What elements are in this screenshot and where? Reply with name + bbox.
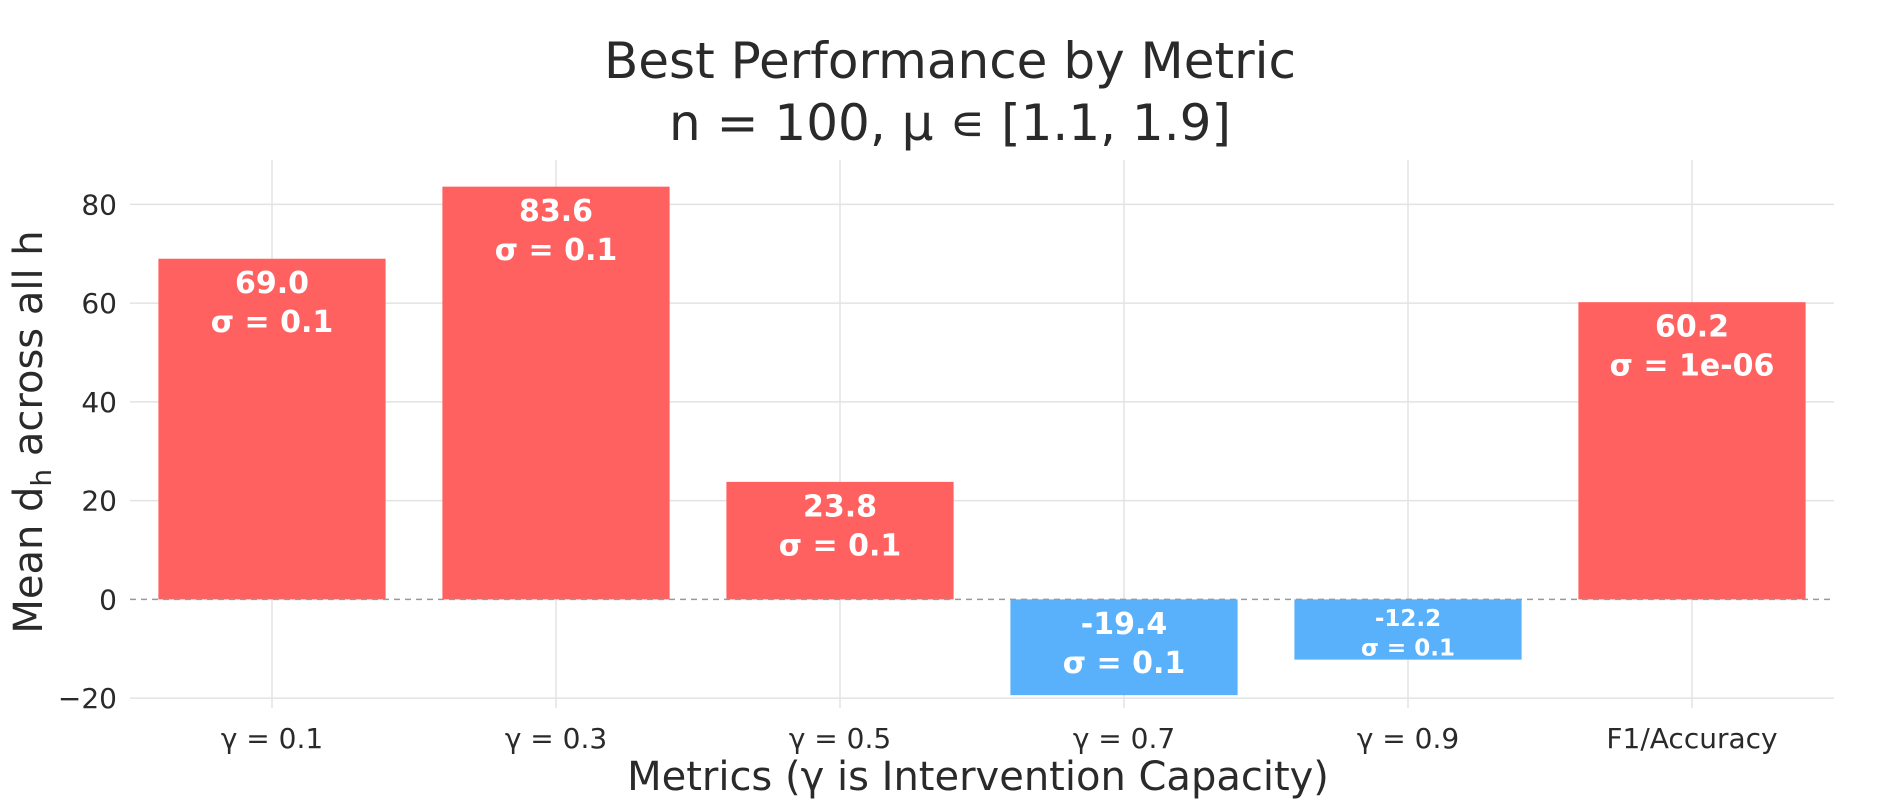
y-tick-label: 40 xyxy=(81,386,117,419)
x-axis-ticks: γ = 0.1 γ = 0.3 γ = 0.5 γ = 0.7 γ = 0.9 F1/Ac… xyxy=(221,722,1778,755)
bar-sigma-label: σ = 0.1 xyxy=(779,528,902,563)
bar-value-label: 23.8 xyxy=(803,489,877,524)
bar xyxy=(1578,302,1806,600)
bar-sigma-label: σ = 0.1 xyxy=(211,305,334,340)
bars xyxy=(158,186,1806,696)
x-tick-label: γ = 0.1 xyxy=(221,722,323,755)
y-axis-title-prefix: Mean d xyxy=(6,487,52,634)
chart-subtitle: n = 100, μ ∊ [1.1, 1.9] xyxy=(669,94,1231,152)
bar-value-label: -12.2 xyxy=(1375,606,1441,632)
bar-labels: 69.0 σ = 0.1 83.6 σ = 0.1 23.8 σ = 0.1 -19.4 σ … xyxy=(211,194,1775,681)
x-tick-label: γ = 0.5 xyxy=(789,722,891,755)
bar-value-label: 60.2 xyxy=(1655,310,1729,345)
y-tick-label: −20 xyxy=(58,682,117,715)
x-tick-label: F1/Accuracy xyxy=(1606,722,1777,755)
y-axis-title-subscript: h xyxy=(25,469,58,487)
bar-sigma-label: σ = 0.1 xyxy=(1361,636,1455,662)
bar-value-label: 69.0 xyxy=(235,266,309,301)
y-axis-ticks: −20 0 20 40 60 80 xyxy=(58,188,117,715)
x-tick-label: γ = 0.9 xyxy=(1357,722,1459,755)
y-axis-title: Mean dh across all h xyxy=(6,230,58,633)
bar-sigma-label: σ = 0.1 xyxy=(1063,646,1186,681)
x-tick-label: γ = 0.7 xyxy=(1073,722,1175,755)
y-tick-label: 20 xyxy=(81,485,117,518)
chart-title: Best Performance by Metric xyxy=(604,32,1296,90)
bar-sigma-label: σ = 1e-06 xyxy=(1610,349,1775,384)
bar xyxy=(158,258,386,600)
bar xyxy=(1294,599,1522,660)
y-tick-label: 60 xyxy=(81,287,117,320)
bar-value-label: 83.6 xyxy=(519,194,593,229)
y-tick-label: 0 xyxy=(99,583,117,616)
y-tick-label: 80 xyxy=(81,188,117,221)
x-axis-title: Metrics (γ is Intervention Capacity) xyxy=(627,754,1329,800)
y-axis-title-suffix: across all h xyxy=(6,230,52,468)
bar xyxy=(726,481,954,600)
bar xyxy=(1010,599,1238,696)
x-tick-label: γ = 0.3 xyxy=(505,722,607,755)
bar xyxy=(442,186,670,600)
bar-sigma-label: σ = 0.1 xyxy=(495,233,618,268)
bar-value-label: -19.4 xyxy=(1081,607,1167,642)
